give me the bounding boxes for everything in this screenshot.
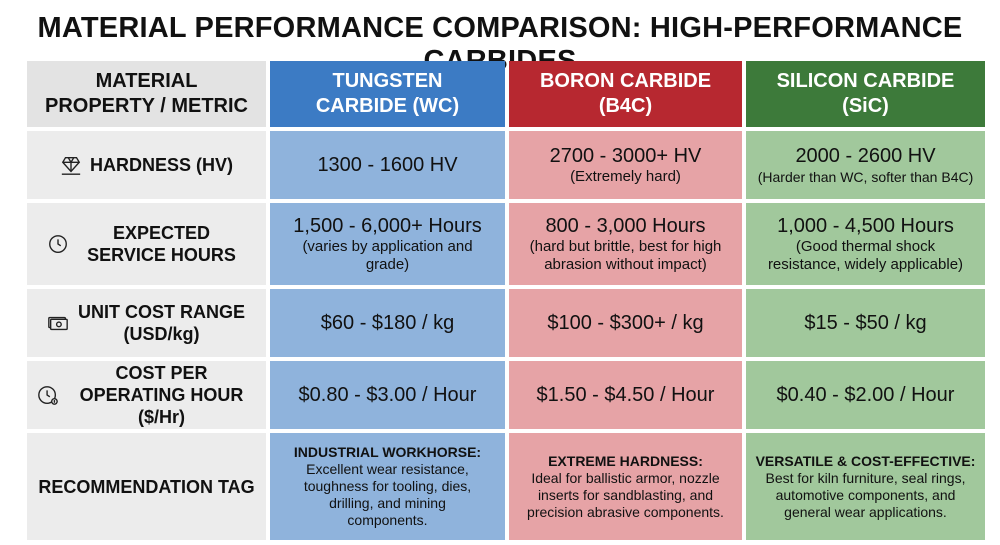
- header-wc-label: TUNGSTEN CARBIDE (WC): [315, 70, 460, 117]
- value-main: 1300 - 1600 HV: [317, 154, 458, 176]
- row-label: UNIT COST RANGE (USD/kg): [77, 302, 245, 344]
- row-label: EXPECTED SERVICE HOURS: [87, 223, 236, 265]
- value-main: $100 - $300+ / kg: [547, 312, 704, 334]
- recommendation-body: Excellent wear resistance, toughness for…: [303, 461, 472, 528]
- value-main: $1.50 - $4.50 / Hour: [536, 384, 715, 406]
- value-main: 800 - 3,000 Hours: [545, 215, 706, 237]
- value-main: $15 - $50 / kg: [804, 312, 927, 334]
- sc-hardness: 2000 - 2600 HV (Harder than WC, softer t…: [746, 131, 985, 199]
- recommendation-head: EXTREME HARDNESS:: [548, 452, 703, 469]
- bc-service-hours: 800 - 3,000 Hours (hard but brittle, bes…: [509, 203, 742, 285]
- header-property: MATERIAL PROPERTY / METRIC: [27, 61, 266, 127]
- value-main: $60 - $180 / kg: [320, 312, 455, 334]
- row-cost-per-hour-label: COST PER OPERATING HOUR ($/Hr): [27, 361, 266, 429]
- value-note: (Harder than WC, softer than B4C): [757, 169, 974, 185]
- recommendation-body: Ideal for ballistic armor, nozzle insert…: [527, 469, 724, 520]
- value-main: 2000 - 2600 HV: [795, 145, 936, 167]
- clock-icon: [48, 235, 67, 253]
- sc-cost-per-hour: $0.40 - $2.00 / Hour: [746, 361, 985, 429]
- recommendation-head: INDUSTRIAL WORKHORSE:: [293, 444, 482, 460]
- row-label: RECOMMENDATION TAG: [38, 476, 255, 497]
- bc-recommendation: EXTREME HARDNESS: Ideal for ballistic ar…: [509, 433, 742, 540]
- wc-service-hours: 1,500 - 6,000+ Hours (varies by applicat…: [270, 203, 505, 285]
- header-silicon-carbide: SILICON CARBIDE (SiC): [746, 61, 985, 127]
- cash-icon: [47, 316, 68, 331]
- wc-unit-cost: $60 - $180 / kg: [270, 289, 505, 357]
- diamond-icon: [61, 156, 81, 175]
- bc-unit-cost: $100 - $300+ / kg: [509, 289, 742, 357]
- value-main: $0.80 - $3.00 / Hour: [298, 384, 477, 406]
- cost-clock-icon: [37, 386, 58, 405]
- comparison-table: MATERIAL PROPERTY / METRIC TUNGSTEN CARB…: [27, 61, 985, 540]
- row-recommendation-label: RECOMMENDATION TAG: [27, 433, 266, 540]
- value-note: (Good thermal shock resistance, widely a…: [767, 238, 964, 273]
- value-main: 1,000 - 4,500 Hours: [777, 215, 954, 237]
- row-unit-cost-label: UNIT COST RANGE (USD/kg): [27, 289, 266, 357]
- value-note: (hard but brittle, best for high abrasio…: [529, 238, 722, 273]
- header-tungsten-carbide: TUNGSTEN CARBIDE (WC): [270, 61, 505, 127]
- header-bc-label: BORON CARBIDE (B4C): [539, 70, 712, 117]
- value-main: 1,500 - 6,000+ Hours: [293, 215, 482, 237]
- sc-service-hours: 1,000 - 4,500 Hours (Good thermal shock …: [746, 203, 985, 285]
- bc-cost-per-hour: $1.50 - $4.50 / Hour: [509, 361, 742, 429]
- wc-recommendation: INDUSTRIAL WORKHORSE: Excellent wear res…: [270, 433, 505, 540]
- value-main: $0.40 - $2.00 / Hour: [776, 384, 955, 406]
- row-service-hours-label: EXPECTED SERVICE HOURS: [27, 203, 266, 285]
- row-label: COST PER OPERATING HOUR ($/Hr): [79, 363, 244, 427]
- row-hardness-label: HARDNESS (HV): [27, 131, 266, 199]
- row-label: HARDNESS (HV): [89, 155, 233, 175]
- sc-unit-cost: $15 - $50 / kg: [746, 289, 985, 357]
- value-main: 2700 - 3000+ HV: [549, 145, 702, 167]
- wc-cost-per-hour: $0.80 - $3.00 / Hour: [270, 361, 505, 429]
- bc-hardness: 2700 - 3000+ HV (Extremely hard): [509, 131, 742, 199]
- recommendation-head: VERSATILE & COST-EFFECTIVE:: [755, 452, 976, 469]
- header-sc-label: SILICON CARBIDE (SiC): [776, 70, 955, 117]
- recommendation-body: Best for kiln furniture, seal rings, aut…: [765, 469, 966, 520]
- header-boron-carbide: BORON CARBIDE (B4C): [509, 61, 742, 127]
- wc-hardness: 1300 - 1600 HV: [270, 131, 505, 199]
- value-note: (varies by application and grade): [302, 238, 473, 273]
- header-property-label: MATERIAL PROPERTY / METRIC: [45, 70, 248, 117]
- sc-recommendation: VERSATILE & COST-EFFECTIVE: Best for kil…: [746, 433, 985, 540]
- value-note: (Extremely hard): [570, 168, 681, 185]
